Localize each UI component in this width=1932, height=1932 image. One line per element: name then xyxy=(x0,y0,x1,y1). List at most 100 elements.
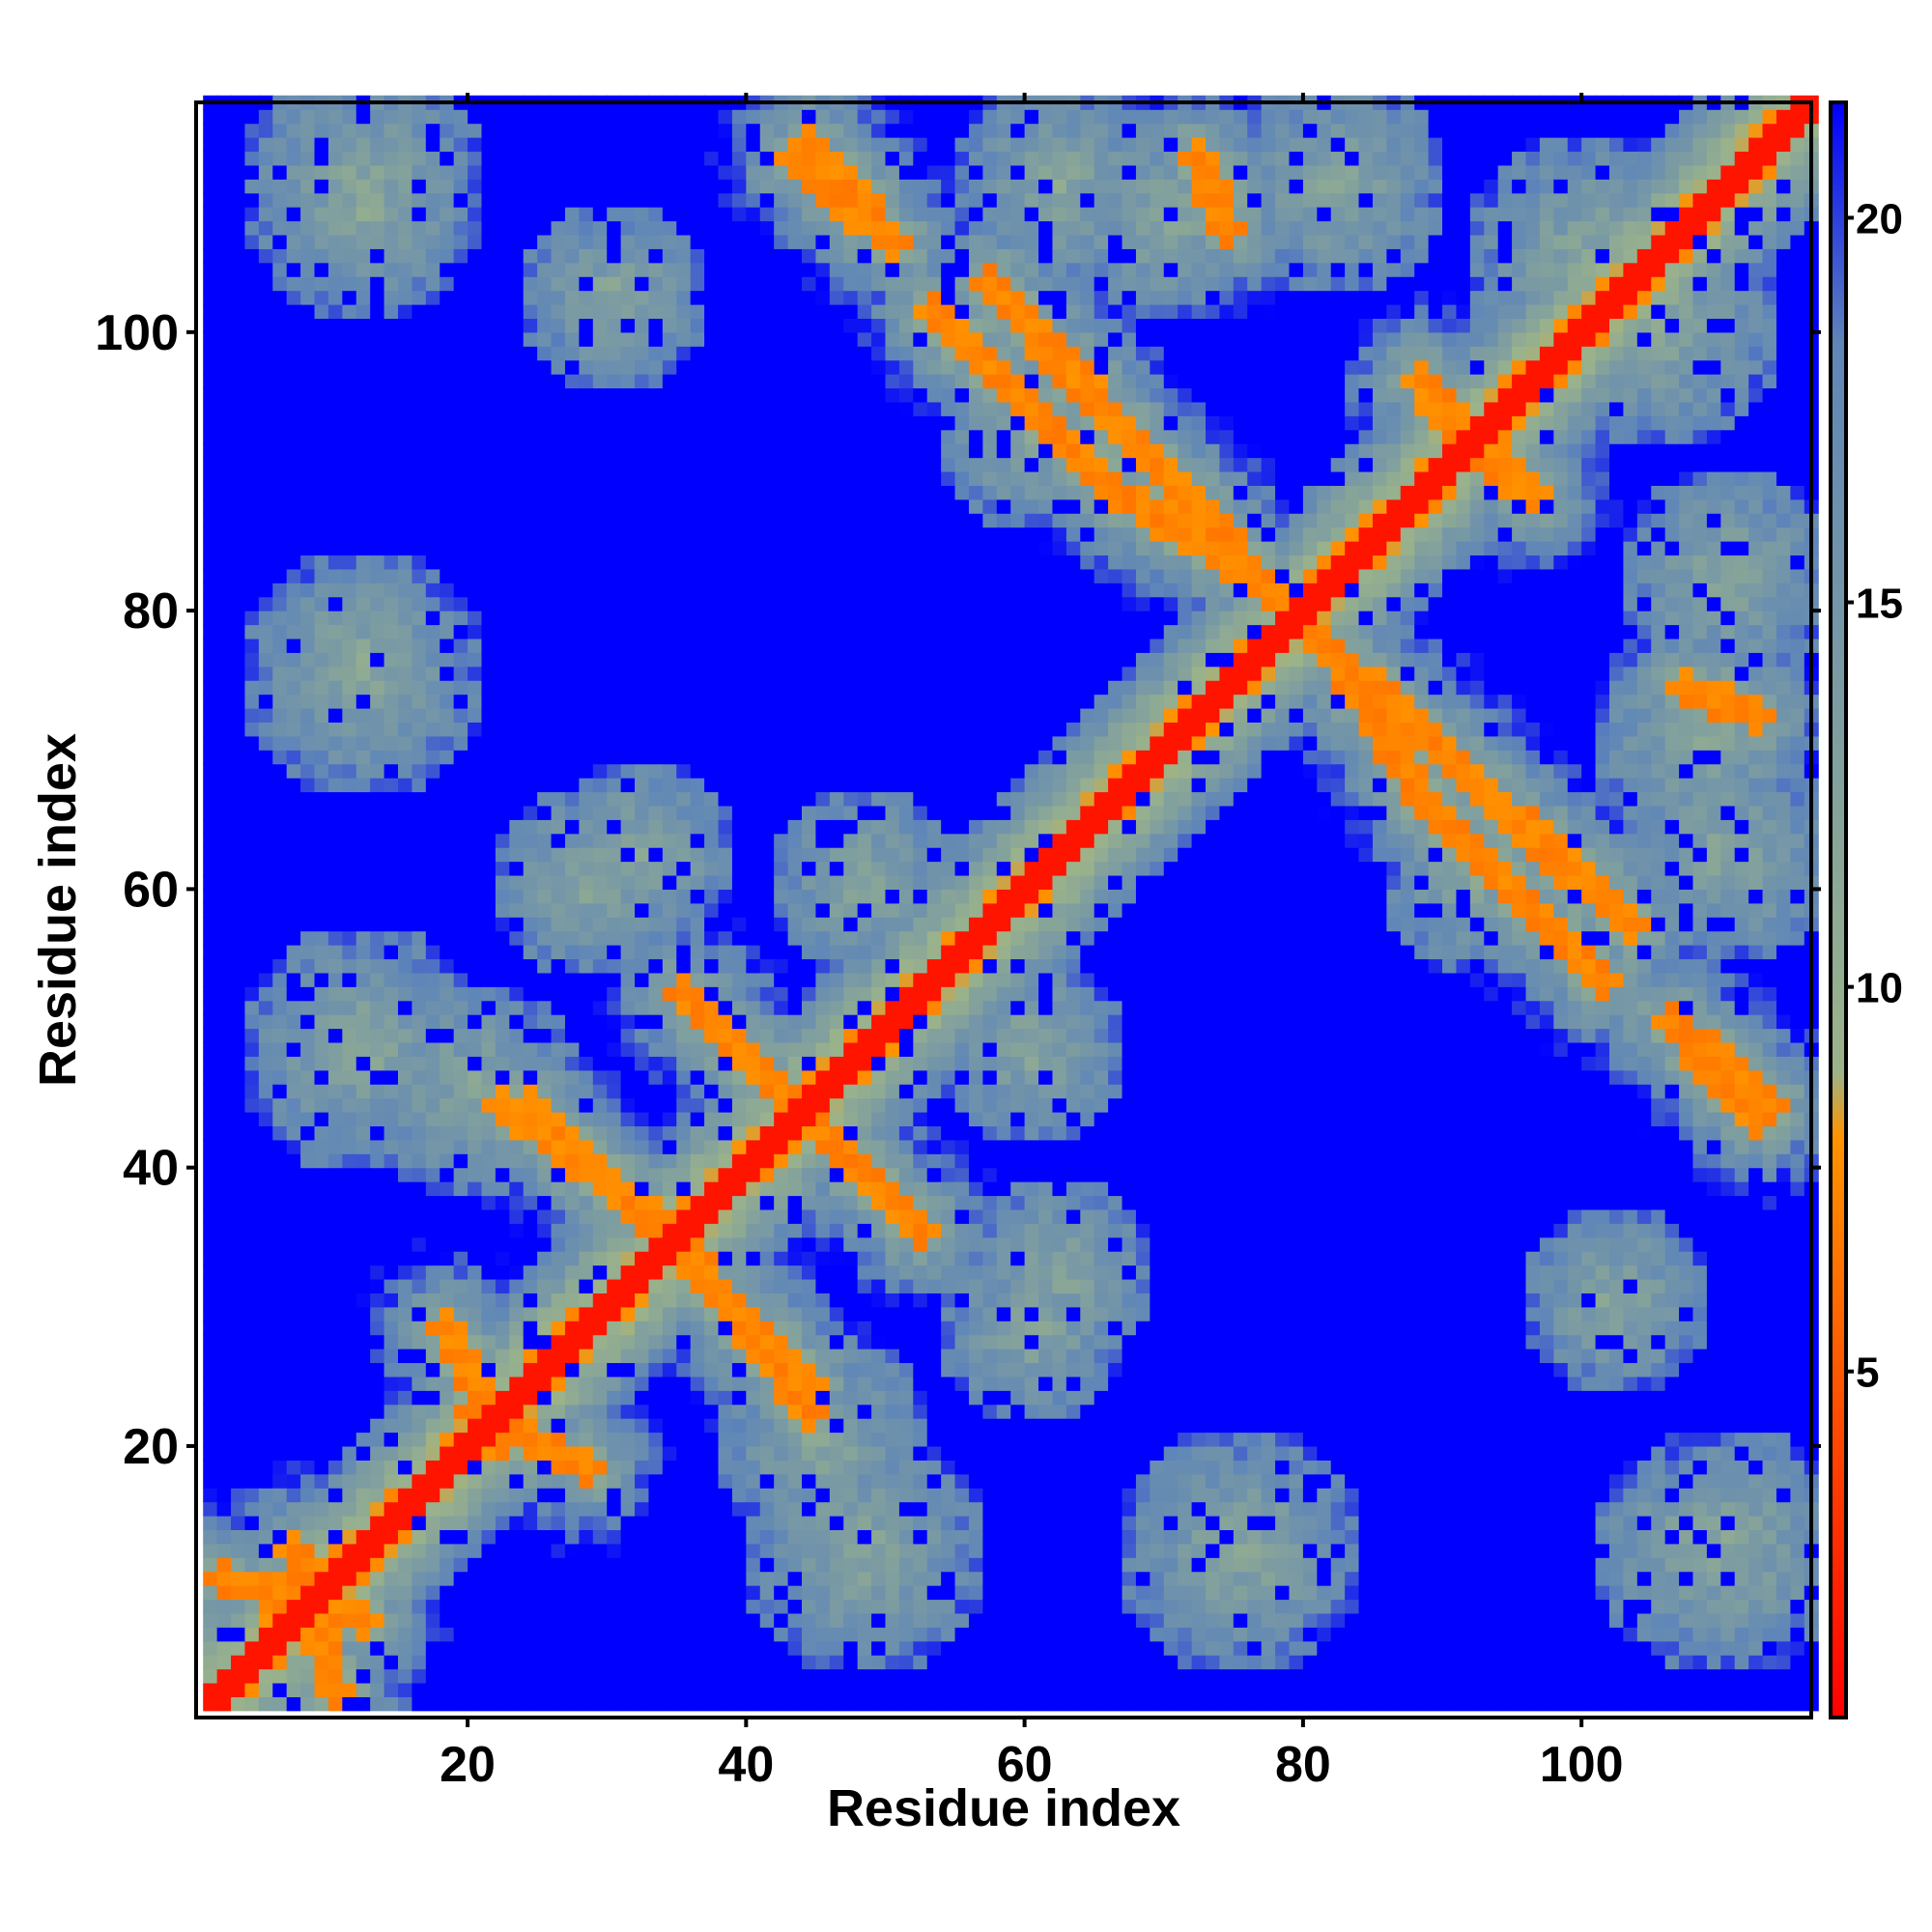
heatmap-cell xyxy=(537,624,553,639)
heatmap-cell xyxy=(718,1000,733,1015)
heatmap-cell xyxy=(635,1306,650,1321)
heatmap-cell xyxy=(468,708,483,724)
heatmap-cell xyxy=(648,1432,664,1447)
heatmap-cell xyxy=(355,1195,371,1210)
heatmap-cell xyxy=(787,1390,803,1406)
heatmap-cell xyxy=(327,596,343,611)
heatmap-cell xyxy=(203,137,218,153)
heatmap-cell xyxy=(564,638,580,653)
heatmap-cell xyxy=(468,164,483,180)
heatmap-cell xyxy=(314,1682,329,1697)
heatmap-cell xyxy=(676,652,692,668)
heatmap-cell xyxy=(718,276,733,292)
heatmap-cell xyxy=(564,164,580,180)
heatmap-cell xyxy=(704,1125,720,1141)
heatmap-cell xyxy=(718,1153,733,1169)
heatmap-cell xyxy=(286,1655,301,1670)
heatmap-cell xyxy=(453,1321,469,1336)
heatmap-cell xyxy=(774,485,789,500)
heatmap-cell xyxy=(342,485,357,500)
heatmap-cell xyxy=(384,694,399,709)
heatmap-cell xyxy=(425,1516,440,1531)
heatmap-cell xyxy=(244,666,260,681)
heatmap-cell xyxy=(231,234,246,249)
heatmap-cell xyxy=(203,1585,218,1601)
heatmap-cell xyxy=(704,1627,720,1642)
heatmap-cell xyxy=(327,401,343,416)
heatmap-cell xyxy=(286,220,301,236)
heatmap-cell xyxy=(244,1056,260,1071)
heatmap-cell xyxy=(231,1321,246,1336)
heatmap-cell xyxy=(551,902,566,918)
heatmap-cell xyxy=(231,1432,246,1447)
heatmap-cell xyxy=(495,262,510,277)
heatmap-cell xyxy=(258,1627,273,1642)
heatmap-cell xyxy=(342,374,357,389)
heatmap-cell xyxy=(412,1278,427,1293)
heatmap-cell xyxy=(509,902,525,918)
heatmap-cell xyxy=(244,847,260,863)
heatmap-cell xyxy=(759,1139,775,1154)
heatmap-cell xyxy=(314,1571,329,1586)
heatmap-cell xyxy=(453,262,469,277)
heatmap-cell xyxy=(286,179,301,194)
heatmap-cell xyxy=(774,1599,789,1614)
heatmap-cell xyxy=(592,1014,608,1030)
heatmap-cell xyxy=(551,485,566,500)
heatmap-cell xyxy=(592,611,608,626)
heatmap-cell xyxy=(440,1612,455,1628)
heatmap-cell xyxy=(440,1278,455,1293)
heatmap-cell xyxy=(244,694,260,709)
heatmap-cell xyxy=(272,1293,288,1308)
heatmap-cell xyxy=(718,1571,733,1586)
heatmap-cell xyxy=(481,541,497,556)
heatmap-cell xyxy=(592,1543,608,1558)
heatmap-cell xyxy=(592,1557,608,1573)
heatmap-cell xyxy=(648,331,664,347)
heatmap-cell xyxy=(384,1516,399,1531)
heatmap-cell xyxy=(690,262,705,277)
heatmap-cell xyxy=(342,1028,357,1043)
heatmap-cell xyxy=(787,109,803,125)
heatmap-cell xyxy=(468,151,483,166)
heatmap-cell xyxy=(286,986,301,1002)
heatmap-cell xyxy=(286,902,301,918)
heatmap-cell xyxy=(468,1445,483,1461)
heatmap-cell xyxy=(592,179,608,194)
heatmap-cell xyxy=(509,1278,525,1293)
heatmap-cell xyxy=(286,1041,301,1057)
heatmap-cell xyxy=(231,179,246,194)
heatmap-cell xyxy=(342,304,357,320)
heatmap-cell xyxy=(787,889,803,904)
heatmap-cell xyxy=(746,387,761,403)
heatmap-cell xyxy=(286,568,301,583)
heatmap-cell xyxy=(495,318,510,333)
heatmap-cell xyxy=(509,1404,525,1419)
heatmap-cell xyxy=(495,1084,510,1099)
heatmap-cell xyxy=(342,1195,357,1210)
heatmap-cell xyxy=(398,1668,413,1684)
heatmap-cell xyxy=(787,945,803,960)
heatmap-cell xyxy=(635,611,650,626)
heatmap-cell xyxy=(398,290,413,305)
heatmap-cell xyxy=(564,526,580,542)
heatmap-cell xyxy=(216,1460,232,1475)
heatmap-cell xyxy=(203,1557,218,1573)
heatmap-cell xyxy=(662,1293,677,1308)
heatmap-cell xyxy=(759,805,775,820)
heatmap-cell xyxy=(731,470,747,486)
heatmap-cell xyxy=(272,234,288,249)
heatmap-cell xyxy=(759,1223,775,1238)
heatmap-cell xyxy=(592,415,608,431)
heatmap-cell xyxy=(676,945,692,960)
heatmap-cell xyxy=(370,179,385,194)
heatmap-cell xyxy=(579,1306,594,1321)
heatmap-cell xyxy=(537,1696,553,1712)
heatmap-cell xyxy=(468,1306,483,1321)
heatmap-cell xyxy=(300,1376,316,1391)
heatmap-cell xyxy=(495,359,510,375)
heatmap-cell xyxy=(731,1056,747,1071)
heatmap-cell xyxy=(203,722,218,737)
heatmap-cell xyxy=(648,652,664,668)
heatmap-cell xyxy=(481,1306,497,1321)
